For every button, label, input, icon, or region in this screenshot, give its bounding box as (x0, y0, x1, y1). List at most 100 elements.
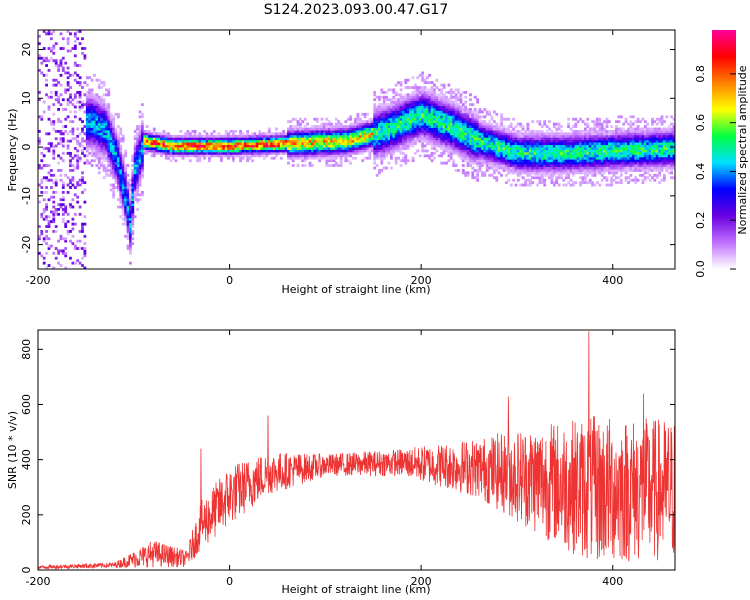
heatmap-cell (509, 166, 513, 170)
heatmap-cell (73, 71, 77, 75)
heatmap-cell (512, 144, 515, 148)
heatmap-cell (188, 149, 192, 153)
heatmap-cell (117, 142, 120, 146)
heatmap-cell (466, 147, 470, 150)
heatmap-cell (64, 71, 68, 75)
heatmap-cell (600, 171, 604, 175)
heatmap-cell (380, 147, 384, 150)
heatmap-cell (69, 151, 72, 155)
heatmap-cell (267, 147, 271, 150)
heatmap-cell (404, 100, 408, 104)
heatmap-cell (325, 144, 329, 148)
heatmap-cell (327, 149, 331, 153)
heatmap-cell (409, 98, 412, 102)
heatmap-cell (409, 122, 412, 126)
heatmap-cell (457, 137, 460, 141)
heatmap-cell (596, 117, 599, 121)
heatmap-cell (239, 159, 242, 163)
heatmap-cell (402, 110, 405, 114)
heatmap-cell (270, 139, 274, 143)
heatmap-cell (533, 149, 537, 153)
heatmap-cell (382, 100, 386, 104)
heatmap-cell (409, 127, 412, 131)
heatmap-cell (109, 169, 113, 172)
heatmap-cell (196, 139, 199, 143)
heatmap-cell (253, 154, 257, 158)
heatmap-cell (114, 147, 118, 150)
heatmap-cell (512, 178, 515, 182)
heatmap-cell (579, 183, 582, 187)
heatmap-cell (141, 191, 144, 194)
heatmap-cell (416, 122, 420, 126)
heatmap-cell (445, 132, 448, 136)
heatmap-cell (73, 54, 77, 58)
heatmap-cell (311, 164, 314, 167)
heatmap-cell (129, 210, 132, 214)
heatmap-cell (579, 144, 582, 148)
heatmap-cell (176, 142, 180, 146)
heatmap-cell (442, 117, 446, 121)
heatmap-cell (220, 142, 223, 146)
heatmap-cell (619, 154, 623, 158)
heatmap-cell (73, 105, 77, 109)
heatmap-cell (545, 151, 549, 155)
heatmap-cell (141, 173, 144, 177)
heatmap-cell (342, 144, 345, 148)
heatmap-cell (97, 103, 101, 107)
heatmap-cell (387, 161, 391, 165)
heatmap-cell (81, 137, 84, 141)
heatmap-cell (59, 264, 63, 267)
heatmap-cell (493, 147, 496, 150)
heatmap-cell (584, 137, 587, 141)
heatmap-cell (76, 200, 80, 204)
heatmap-cell (327, 127, 331, 131)
heatmap-cell (88, 137, 92, 141)
heatmap-cell (435, 98, 439, 102)
heatmap-cell (174, 159, 178, 163)
heatmap-cell (428, 130, 432, 133)
heatmap-cell (433, 151, 436, 155)
heatmap-cell (354, 139, 357, 143)
heatmap-cell (390, 147, 393, 150)
heatmap-cell (531, 154, 535, 158)
heatmap-cell (291, 137, 295, 141)
heatmap-cell (52, 122, 56, 126)
heatmap-cell (627, 176, 630, 180)
heatmap-cell (66, 39, 70, 43)
heatmap-cell (627, 181, 630, 185)
heatmap-cell (425, 139, 429, 143)
heatmap-cell (59, 234, 63, 238)
heatmap-cell (263, 151, 266, 155)
heatmap-cell (447, 103, 451, 107)
heatmap-cell (114, 156, 118, 160)
heatmap-cell (162, 144, 166, 148)
heatmap-cell (476, 169, 479, 172)
heatmap-cell (457, 120, 460, 124)
heatmap-cell (373, 127, 377, 131)
heatmap-cell (299, 127, 302, 131)
heatmap-cell (483, 134, 487, 138)
heatmap-cell (610, 139, 614, 143)
heatmap-cell (598, 139, 602, 143)
heatmap-cell (59, 120, 63, 124)
heatmap-cell (442, 122, 446, 126)
heatmap-cell (574, 137, 578, 141)
heatmap-cell (569, 149, 573, 153)
heatmap-cell (308, 151, 312, 155)
heatmap-cell (402, 156, 405, 160)
heatmap-cell (579, 166, 582, 170)
heatmap-cell (382, 142, 386, 146)
heatmap-cell (124, 169, 127, 172)
heatmap-cell (493, 164, 496, 167)
heatmap-cell (471, 173, 475, 177)
heatmap-cell (339, 159, 343, 163)
heatmap-cell (567, 125, 570, 128)
heatmap-cell (598, 144, 602, 148)
heatmap-cell (119, 137, 123, 141)
heatmap-cell (524, 142, 527, 146)
heatmap-cell (476, 134, 479, 138)
heatmap-cell (433, 93, 436, 97)
heatmap-cell (95, 110, 99, 114)
heatmap-cell (133, 154, 137, 158)
heatmap-cell (404, 112, 408, 116)
